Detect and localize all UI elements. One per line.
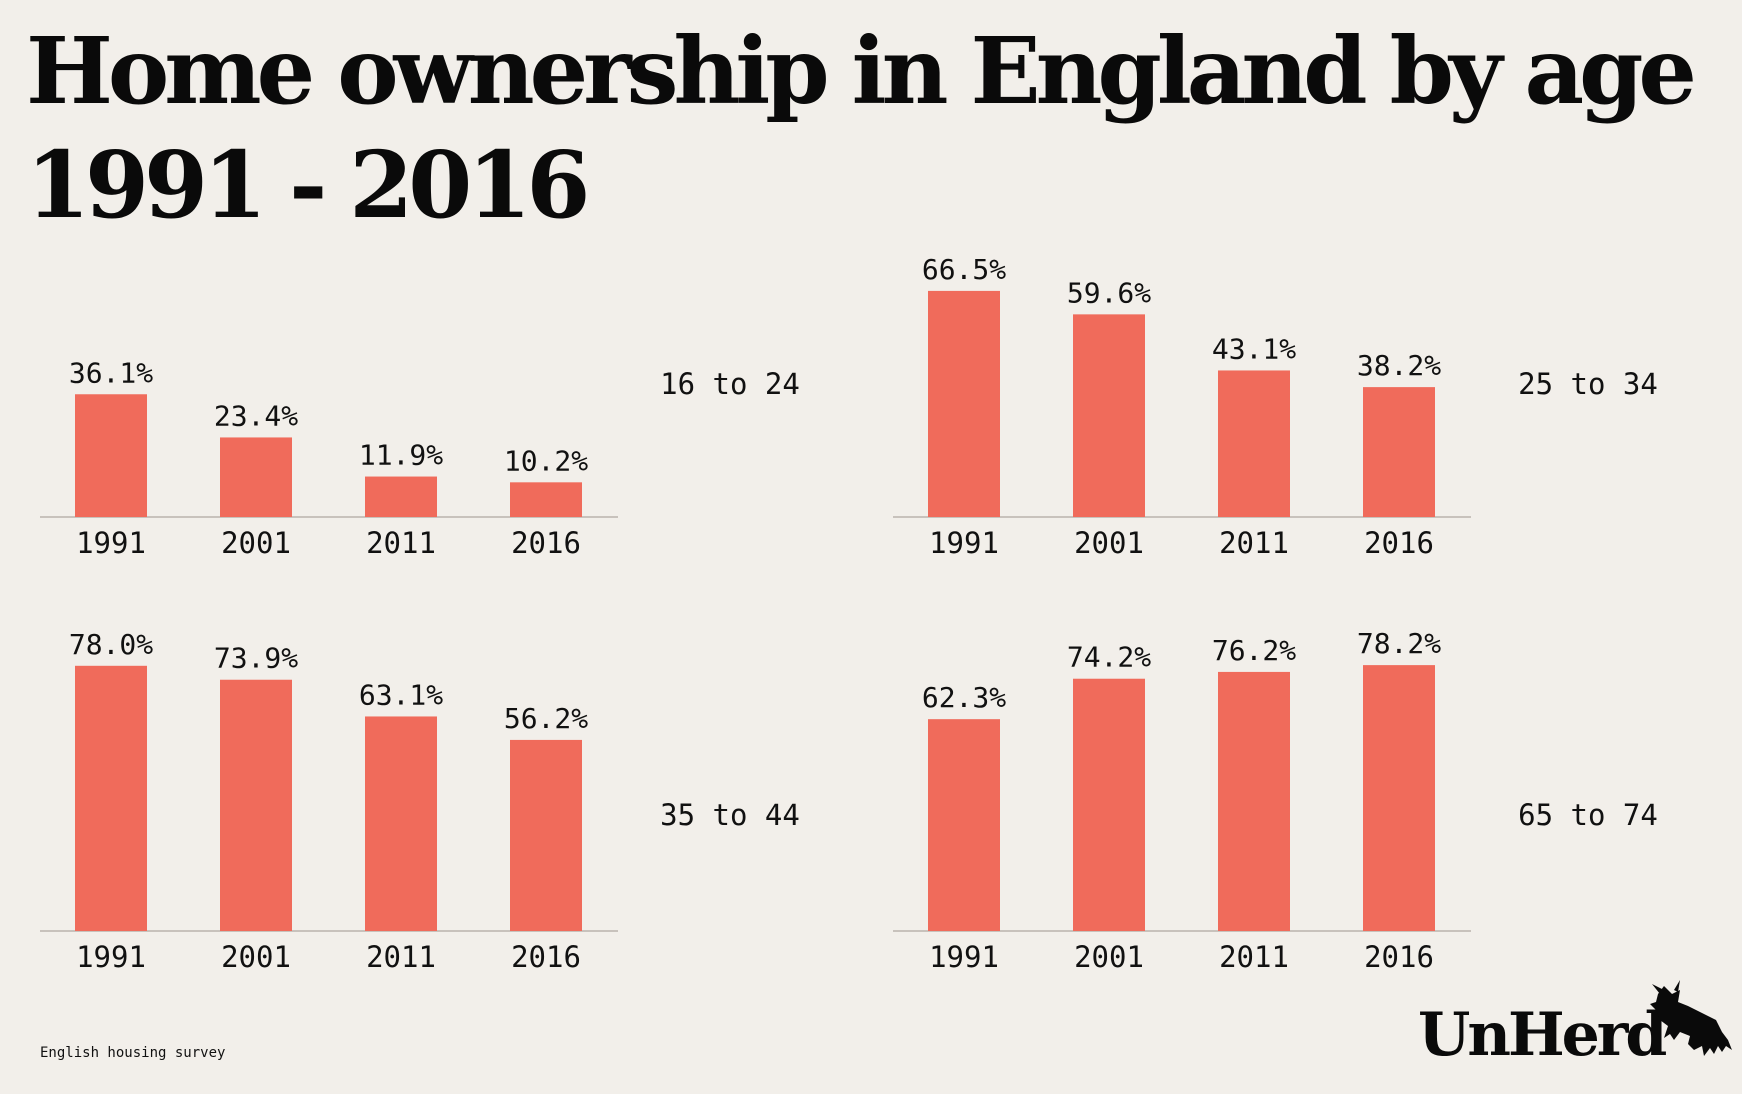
source-note: English housing survey <box>40 1045 226 1061</box>
data-label: 66.5% <box>922 253 1006 286</box>
x-tick-label: 2016 <box>511 940 581 974</box>
bar-2001 <box>1073 314 1145 517</box>
x-tick-label: 2016 <box>1364 526 1434 560</box>
chart-title: Home ownership in England by age 1991 - … <box>26 14 1697 242</box>
bar-1991 <box>75 394 147 517</box>
bar-1991 <box>928 290 1000 517</box>
bar-1991 <box>75 665 147 931</box>
bar-2001 <box>220 679 292 931</box>
bar-2016 <box>510 739 582 931</box>
data-label: 23.4% <box>214 399 298 432</box>
x-tick-label: 2001 <box>1074 526 1144 560</box>
x-tick-label: 2011 <box>366 526 436 560</box>
age-group-label: 25 to 34 <box>1518 367 1658 401</box>
x-tick-label: 1991 <box>76 940 146 974</box>
x-tick-label: 2016 <box>511 526 581 560</box>
bar-2016 <box>1363 387 1435 517</box>
bar-2016 <box>510 482 582 517</box>
data-label: 11.9% <box>359 439 443 472</box>
bar-2001 <box>220 437 292 517</box>
x-tick-label: 2001 <box>1074 940 1144 974</box>
bar-2011 <box>365 716 437 931</box>
bar-2011 <box>1218 671 1290 931</box>
data-label: 56.2% <box>504 702 588 735</box>
x-tick-label: 2001 <box>221 526 291 560</box>
data-label: 74.2% <box>1067 641 1151 674</box>
data-label: 78.2% <box>1357 627 1441 660</box>
data-label: 10.2% <box>504 444 588 477</box>
bar-2011 <box>1218 370 1290 517</box>
data-label: 36.1% <box>69 356 153 389</box>
chart-title-line2: 1991 - 2016 <box>26 131 590 239</box>
age-group-label: 16 to 24 <box>660 367 800 401</box>
data-label: 38.2% <box>1357 349 1441 382</box>
data-label: 59.6% <box>1067 276 1151 309</box>
bar-1991 <box>928 719 1000 931</box>
x-tick-label: 2001 <box>221 940 291 974</box>
x-tick-label: 1991 <box>929 940 999 974</box>
chart-title-line1: Home ownership in England by age <box>26 17 1697 125</box>
brand-logo: UnHerd <box>1418 1000 1667 1070</box>
age-group-label: 65 to 74 <box>1518 798 1658 832</box>
x-tick-label: 2011 <box>1219 526 1289 560</box>
bull-icon <box>1650 980 1732 1056</box>
data-label: 73.9% <box>214 642 298 675</box>
data-label: 43.1% <box>1212 332 1296 365</box>
bar-2001 <box>1073 678 1145 931</box>
bar-2011 <box>365 476 437 517</box>
data-label: 62.3% <box>922 681 1006 714</box>
age-group-label: 35 to 44 <box>660 798 800 832</box>
x-tick-label: 2011 <box>1219 940 1289 974</box>
data-label: 63.1% <box>359 678 443 711</box>
x-tick-label: 2011 <box>366 940 436 974</box>
data-label: 76.2% <box>1212 634 1296 667</box>
bar-2016 <box>1363 665 1435 931</box>
x-tick-label: 1991 <box>76 526 146 560</box>
x-tick-label: 2016 <box>1364 940 1434 974</box>
x-tick-label: 1991 <box>929 526 999 560</box>
data-label: 78.0% <box>69 628 153 661</box>
